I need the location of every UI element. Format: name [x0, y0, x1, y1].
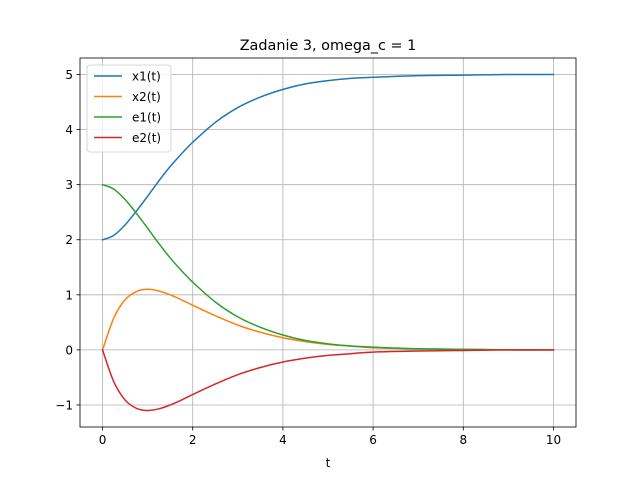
series-group [101, 73, 555, 412]
series-line-e2t [101, 348, 555, 412]
series-line-e1t [101, 183, 555, 351]
x-tick-label: 10 [546, 433, 561, 447]
legend-label: x1(t) [132, 70, 161, 84]
x-tick-label: 8 [459, 433, 467, 447]
series-line-x2t [101, 288, 555, 351]
y-tick-label: 2 [65, 233, 73, 247]
legend-box [86, 64, 172, 153]
legend-label: e1(t) [132, 111, 161, 125]
y-tick-label: 0 [65, 343, 73, 357]
y-tick-label: 5 [65, 68, 73, 82]
legend: x1(t) x2(t) e1(t) e2(t) [86, 64, 172, 153]
ticks: 0 2 4 6 8 10 −1 0 1 2 3 4 5 [55, 68, 561, 447]
legend-label: x2(t) [132, 90, 161, 104]
series-line-x1t [101, 73, 555, 241]
x-tick-label: 4 [279, 433, 287, 447]
chart-title: Zadanie 3, omega_c = 1 [240, 38, 417, 54]
legend-label: e2(t) [132, 131, 161, 145]
x-axis-label: t [326, 456, 331, 470]
x-tick-label: 6 [369, 433, 377, 447]
y-tick-label: 4 [65, 123, 73, 137]
y-tick-label: 3 [65, 178, 73, 192]
x-tick-label: 2 [189, 433, 197, 447]
plot-frame [79, 57, 577, 428]
y-tick-label: −1 [55, 398, 73, 412]
y-tick-label: 1 [65, 288, 73, 302]
x-tick-label: 0 [99, 433, 107, 447]
